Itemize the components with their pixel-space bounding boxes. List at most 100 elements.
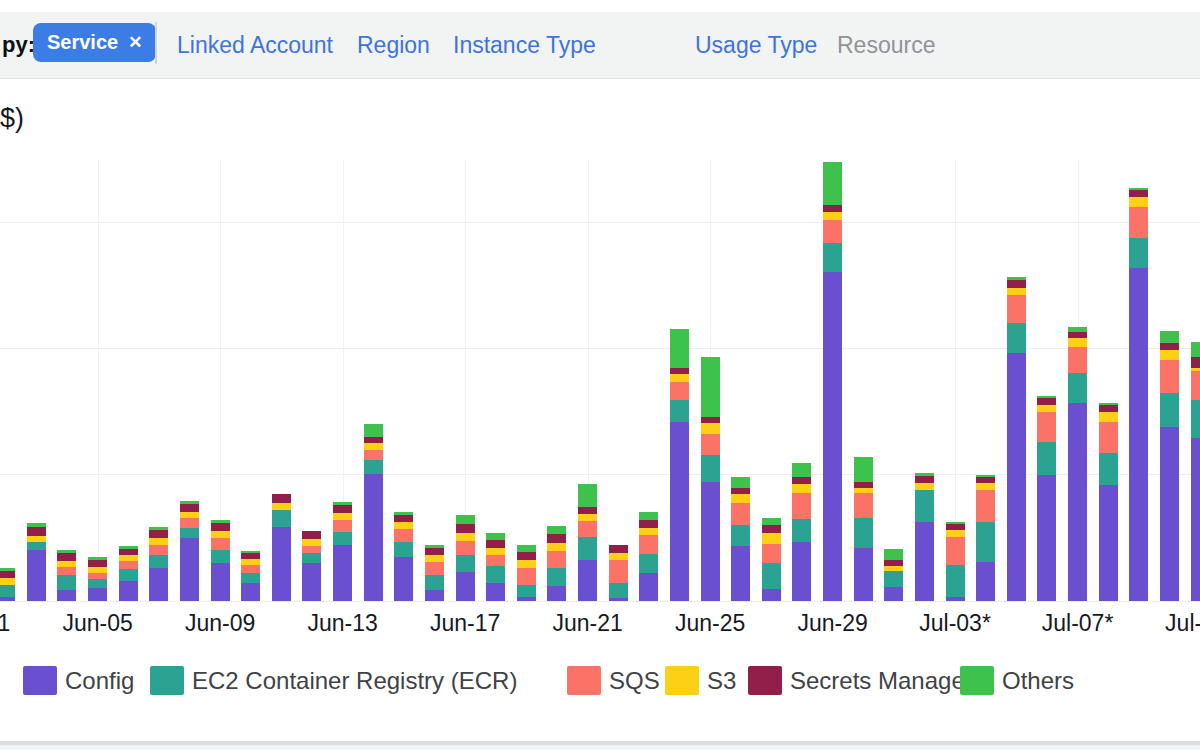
bar-jul-04[interactable]: [976, 475, 995, 601]
segment-config: [1099, 485, 1118, 601]
legend-label: SQS: [609, 666, 660, 695]
segment-s3: [639, 528, 658, 535]
x-tick-label: Jul-11*: [1165, 610, 1200, 637]
bar-jul-09[interactable]: [1129, 188, 1148, 601]
bar-jun-02[interactable]: [0, 568, 15, 601]
segment-s3: [1007, 288, 1026, 295]
segment-s3: [670, 374, 689, 382]
segment-secrets-manager: [792, 477, 811, 484]
segment-secrets-manager: [0, 571, 15, 578]
segment-s3: [946, 530, 965, 537]
bar-jul-05[interactable]: [1007, 277, 1026, 601]
segment-sqs: [823, 220, 842, 243]
segment-s3: [425, 555, 444, 562]
segment-others: [578, 484, 597, 507]
segment-sqs: [1037, 412, 1056, 442]
bar-jun-29[interactable]: [823, 162, 842, 601]
bar-jun-26[interactable]: [731, 477, 750, 601]
segment-sqs: [425, 562, 444, 575]
segment-sqs: [946, 537, 965, 565]
bar-jun-18[interactable]: [486, 533, 505, 601]
bar-jul-11[interactable]: [1191, 342, 1200, 601]
bar-jun-27[interactable]: [762, 518, 781, 601]
segment-config: [517, 597, 536, 601]
bar-jun-23[interactable]: [639, 512, 658, 601]
segment-others: [884, 549, 903, 560]
segment-s3: [731, 494, 750, 503]
bar-jun-08[interactable]: [180, 501, 199, 601]
bar-jun-28[interactable]: [792, 463, 811, 601]
bar-jun-09[interactable]: [211, 520, 230, 601]
legend-swatch-others: [960, 666, 994, 695]
segment-sqs: [976, 490, 995, 522]
segment-s3: [0, 578, 15, 585]
bar-jun-05[interactable]: [88, 557, 107, 601]
bar-jun-10[interactable]: [241, 551, 260, 601]
segment-others: [792, 463, 811, 477]
bar-jul-10[interactable]: [1160, 331, 1179, 601]
segment-sqs: [364, 450, 383, 460]
bar-jul-08[interactable]: [1099, 403, 1118, 601]
bar-jun-21[interactable]: [578, 484, 597, 601]
bar-jun-25[interactable]: [701, 357, 720, 601]
legend-swatch-config: [23, 666, 57, 695]
bar-jul-01[interactable]: [884, 549, 903, 601]
segment-ec2-container-registry-ecr-: [517, 585, 536, 597]
bar-jul-06[interactable]: [1037, 396, 1056, 601]
segment-s3: [792, 484, 811, 493]
bar-jun-07[interactable]: [149, 527, 168, 601]
segment-ec2-container-registry-ecr-: [976, 522, 995, 562]
bar-jul-02[interactable]: [915, 473, 934, 601]
segment-ec2-container-registry-ecr-: [456, 555, 475, 572]
segment-sqs: [241, 565, 260, 573]
bar-jun-14[interactable]: [364, 424, 383, 601]
segment-others: [762, 518, 781, 525]
legend-label: Others: [1002, 666, 1074, 695]
segment-sqs: [701, 434, 720, 455]
segment-s3: [1037, 405, 1056, 412]
x-tick-label: Jun-25: [675, 610, 745, 637]
x-tick-label: Jun-13: [307, 610, 377, 637]
segment-s3: [915, 483, 934, 490]
bar-jun-13[interactable]: [333, 502, 352, 601]
segment-config: [1191, 438, 1200, 601]
segment-secrets-manager: [180, 504, 199, 512]
x-tick-label: Jul-07*: [1042, 610, 1114, 637]
segment-ec2-container-registry-ecr-: [578, 537, 597, 560]
segment-config: [823, 272, 842, 601]
segment-secrets-manager: [823, 205, 842, 212]
x-tick-label: Jun-09: [185, 610, 255, 637]
bar-jun-17[interactable]: [456, 515, 475, 601]
segment-sqs: [578, 521, 597, 537]
bar-jun-24[interactable]: [670, 329, 689, 601]
segment-config: [364, 474, 383, 601]
segment-s3: [1129, 197, 1148, 207]
bar-jun-11[interactable]: [272, 494, 291, 601]
segment-config: [578, 560, 597, 601]
segment-ec2-container-registry-ecr-: [547, 568, 566, 586]
segment-config: [731, 546, 750, 601]
bar-jun-16[interactable]: [425, 545, 444, 601]
bar-jun-03[interactable]: [27, 523, 46, 601]
bar-jul-03[interactable]: [946, 522, 965, 601]
segment-s3: [517, 560, 536, 568]
segment-ec2-container-registry-ecr-: [486, 566, 505, 583]
segment-s3: [486, 548, 505, 555]
segment-secrets-manager: [394, 515, 413, 522]
bar-jun-12[interactable]: [302, 531, 321, 601]
bar-jun-04[interactable]: [57, 550, 76, 601]
bar-jun-20[interactable]: [547, 526, 566, 601]
bar-jun-06[interactable]: [119, 546, 138, 601]
segment-s3: [578, 514, 597, 521]
segment-config: [1129, 268, 1148, 601]
bar-jun-15[interactable]: [394, 512, 413, 601]
segment-sqs: [180, 518, 199, 528]
segment-sqs: [670, 382, 689, 400]
bar-jun-30[interactable]: [854, 457, 873, 601]
bar-jun-22[interactable]: [609, 545, 628, 601]
bar-jun-19[interactable]: [517, 545, 536, 601]
bar-jul-07[interactable]: [1068, 327, 1087, 601]
bottom-panel-edge: [0, 745, 1200, 750]
segment-config: [915, 522, 934, 601]
segment-ec2-container-registry-ecr-: [609, 583, 628, 598]
